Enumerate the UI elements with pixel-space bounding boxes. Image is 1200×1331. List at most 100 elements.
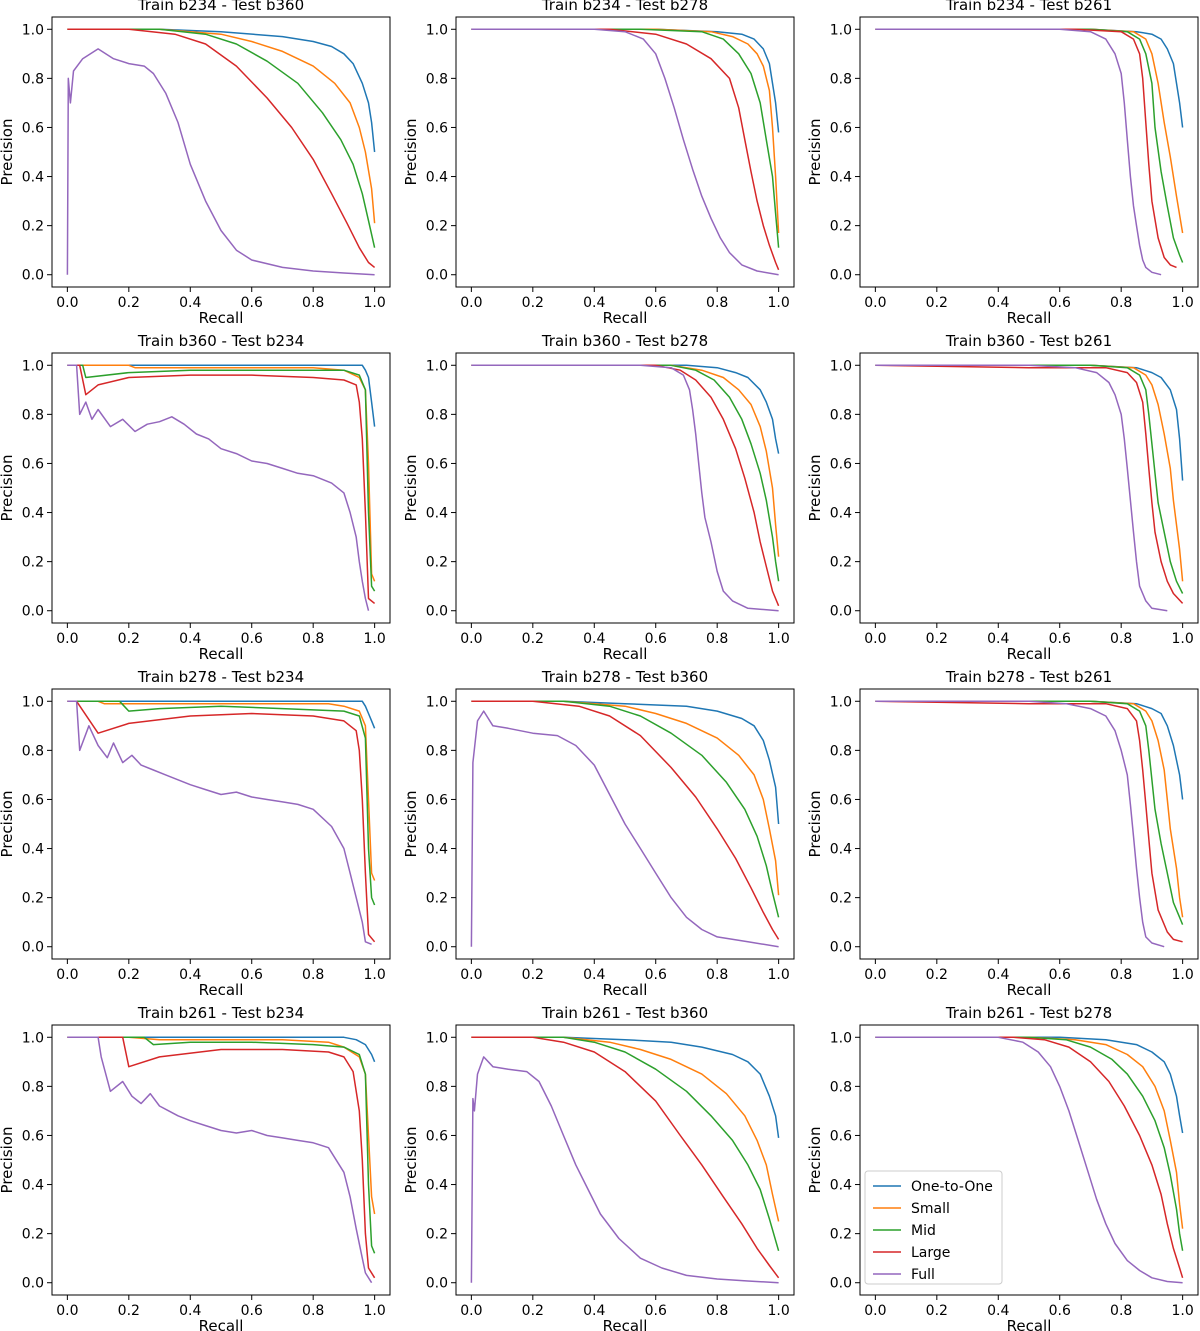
x-tick-label: 0.2: [926, 967, 948, 983]
y-tick-label: 1.0: [830, 22, 852, 38]
x-tick-label: 0.6: [645, 967, 667, 983]
series-line-full: [471, 364, 779, 612]
series-line-mid: [67, 1036, 376, 1254]
subplot-6: Train b360 - Test b261 0.0 0.2 0.4 0.6 0.8 1.0…: [806, 332, 1199, 663]
x-axis-label: Recall: [1007, 1317, 1052, 1331]
y-tick-label: 0.2: [830, 555, 852, 571]
subplot-8: Train b278 - Test b360 0.0 0.2 0.4 0.6 0.8 1.0…: [402, 668, 795, 999]
x-tick-label: 1.0: [768, 631, 790, 647]
x-axis-label: Recall: [199, 645, 244, 663]
y-tick-label: 1.0: [426, 22, 448, 38]
y-tick-label: 0.0: [830, 1276, 852, 1292]
y-axis-label: Precision: [0, 791, 16, 858]
x-tick-label: 0.6: [645, 1303, 667, 1319]
y-tick-label: 0.4: [426, 842, 448, 858]
y-tick-label: 0.0: [830, 604, 852, 620]
series-line-large: [67, 28, 376, 268]
x-tick-label: 0.2: [522, 295, 544, 311]
x-tick-label: 0.4: [583, 1303, 605, 1319]
series-line-large: [875, 700, 1183, 943]
y-tick-label: 0.0: [22, 940, 44, 956]
subplot-title: Train b360 - Test b261: [945, 332, 1112, 350]
x-axis-label: Recall: [1007, 309, 1052, 327]
legend: One-to-One Small Mid Large Full: [864, 1170, 1003, 1285]
x-tick-label: 0.4: [179, 967, 201, 983]
subplot-title: Train b360 - Test b278: [541, 332, 708, 350]
x-axis-label: Recall: [603, 309, 648, 327]
x-tick-label: 1.0: [1172, 295, 1194, 311]
x-tick-label: 1.0: [1172, 631, 1194, 647]
series-line-full: [67, 364, 370, 611]
x-tick-label: 0.0: [56, 1303, 78, 1319]
y-tick-label: 0.6: [22, 1128, 44, 1144]
series-line-small: [67, 700, 376, 881]
series-line-large: [471, 28, 780, 271]
series-line-one-to-one: [471, 1036, 780, 1139]
series-line-full: [67, 700, 372, 945]
y-tick-label: 1.0: [426, 1030, 448, 1046]
axes-frame: [455, 1024, 795, 1296]
y-tick-label: 0.6: [830, 120, 852, 136]
y-tick-label: 0.4: [830, 506, 852, 522]
series-line-full: [66, 48, 375, 276]
series-line-mid: [471, 1036, 780, 1252]
x-tick-label: 0.2: [118, 967, 140, 983]
y-tick-label: 0.4: [22, 1178, 44, 1194]
y-tick-label: 0.6: [426, 1128, 448, 1144]
y-tick-label: 1.0: [426, 694, 448, 710]
y-axis-label: Precision: [806, 1127, 824, 1194]
series-line-small: [471, 700, 780, 896]
subplot-title: Train b261 - Test b234: [137, 1004, 304, 1022]
x-tick-label: 0.4: [179, 295, 201, 311]
x-tick-label: 0.0: [56, 967, 78, 983]
y-axis-label: Precision: [402, 1127, 420, 1194]
series-line-one-to-one: [875, 28, 1184, 128]
series-line-one-to-one: [875, 700, 1184, 800]
series-line-one-to-one: [67, 28, 376, 153]
series-line-one-to-one: [67, 364, 376, 427]
x-tick-label: 0.0: [460, 631, 482, 647]
y-tick-label: 0.2: [426, 891, 448, 907]
axes-frame: [455, 688, 795, 960]
series-line-small: [875, 28, 1184, 234]
series-line-mid: [875, 1036, 1184, 1251]
x-tick-label: 0.2: [522, 631, 544, 647]
y-axis-label: Precision: [0, 1127, 16, 1194]
series-line-large: [471, 700, 780, 940]
x-tick-label: 0.6: [645, 631, 667, 647]
y-tick-label: 1.0: [830, 694, 852, 710]
y-tick-label: 0.6: [22, 120, 44, 136]
axes-frame: [859, 1024, 1199, 1296]
x-tick-label: 0.8: [1110, 1303, 1132, 1319]
y-tick-label: 0.6: [830, 792, 852, 808]
series-line-large: [471, 1036, 780, 1279]
x-tick-label: 0.4: [583, 631, 605, 647]
x-tick-label: 0.8: [1110, 631, 1132, 647]
y-tick-label: 0.4: [22, 506, 44, 522]
series-line-full: [875, 700, 1165, 948]
x-tick-label: 0.4: [987, 967, 1009, 983]
y-tick-label: 0.6: [426, 120, 448, 136]
y-tick-label: 0.8: [830, 407, 852, 423]
series-line-small: [875, 1036, 1184, 1229]
series-line-mid: [875, 364, 1184, 594]
x-axis-label: Recall: [199, 309, 244, 327]
x-tick-label: 0.6: [241, 967, 263, 983]
series-line-mid: [471, 28, 780, 248]
y-tick-label: 0.0: [22, 604, 44, 620]
subplot-3: Train b234 - Test b261 0.0 0.2 0.4 0.6 0.8 1.0…: [806, 0, 1199, 327]
x-tick-label: 0.8: [1110, 295, 1132, 311]
x-tick-label: 0.2: [926, 1303, 948, 1319]
series-line-small: [471, 1036, 780, 1222]
subplot-title: Train b278 - Test b261: [945, 668, 1112, 686]
y-tick-label: 0.6: [426, 792, 448, 808]
x-tick-label: 0.8: [706, 1303, 728, 1319]
x-tick-label: 0.4: [179, 631, 201, 647]
legend-box: [864, 1170, 1003, 1285]
y-tick-label: 0.2: [22, 219, 44, 235]
y-tick-label: 0.8: [426, 1079, 448, 1095]
subplot-11: Train b261 - Test b360 0.0 0.2 0.4 0.6 0.8 1.0…: [402, 1004, 795, 1331]
y-tick-label: 0.8: [830, 743, 852, 759]
series-line-full: [471, 28, 779, 276]
